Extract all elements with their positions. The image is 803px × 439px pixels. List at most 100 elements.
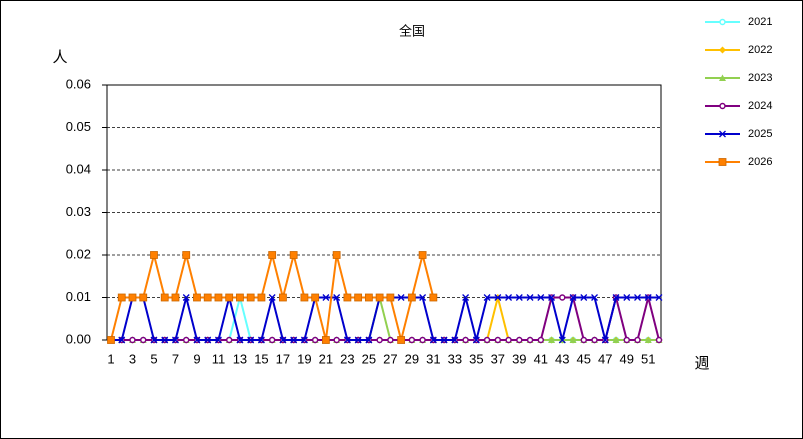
data-point <box>655 294 663 301</box>
data-point <box>364 293 373 302</box>
x-tick-label: 5 <box>150 351 157 366</box>
data-point <box>483 294 491 301</box>
data-point <box>634 336 641 344</box>
data-point <box>397 294 405 301</box>
data-point <box>354 336 362 344</box>
data-point <box>386 293 395 302</box>
x-tick-label: 17 <box>276 351 290 366</box>
data-point <box>129 336 136 344</box>
data-point <box>526 294 534 301</box>
data-point <box>515 294 523 301</box>
legend-marker <box>719 74 726 81</box>
y-axis-label: 人 <box>52 49 67 66</box>
chart-title: 全国 <box>399 23 425 38</box>
data-point <box>290 336 298 344</box>
data-point <box>289 251 298 259</box>
x-tick-label: 31 <box>426 351 440 366</box>
data-point <box>580 336 588 344</box>
x-tick-label: 15 <box>254 351 268 366</box>
data-point <box>139 336 147 344</box>
data-point <box>236 336 244 344</box>
x-tick-label: 41 <box>534 351 548 366</box>
data-point <box>387 336 394 344</box>
data-point <box>214 293 223 302</box>
data-point <box>483 336 491 344</box>
data-point <box>225 336 233 344</box>
y-tick-label: 0.00 <box>66 331 91 346</box>
data-point <box>225 293 234 302</box>
x-tick-label: 13 <box>233 351 247 366</box>
data-point <box>268 294 276 301</box>
data-point <box>429 293 438 302</box>
data-point <box>203 293 212 302</box>
data-point <box>354 293 363 302</box>
data-point <box>365 336 373 344</box>
x-tick-label: 27 <box>383 351 397 366</box>
legend-label: 2021 <box>748 16 772 28</box>
data-point <box>418 251 427 259</box>
x-tick-label: 23 <box>340 351 354 366</box>
data-point <box>118 336 126 344</box>
x-tick-label: 43 <box>555 351 569 366</box>
data-point <box>407 293 416 302</box>
data-point <box>193 293 201 302</box>
data-point <box>311 293 320 302</box>
data-point <box>257 336 265 344</box>
data-point <box>333 336 340 344</box>
data-point <box>537 294 545 301</box>
data-point <box>343 293 352 302</box>
data-point <box>236 293 244 302</box>
x-tick-label: 9 <box>193 351 200 366</box>
data-point <box>569 336 577 343</box>
data-point <box>505 294 513 301</box>
data-point <box>644 294 652 301</box>
data-point <box>300 293 309 302</box>
data-point <box>505 336 512 344</box>
legend-marker <box>719 102 726 110</box>
data-point <box>160 293 169 302</box>
x-tick-label: 7 <box>172 351 179 366</box>
legend-label: 2022 <box>748 44 772 56</box>
data-point <box>376 336 383 344</box>
data-point <box>419 294 427 301</box>
legend-marker <box>719 18 726 26</box>
data-point <box>117 293 126 302</box>
data-point <box>601 336 609 344</box>
x-tick-label: 51 <box>641 351 655 366</box>
x-tick-label: 35 <box>469 351 483 366</box>
data-point <box>300 336 308 344</box>
data-point <box>569 294 577 301</box>
data-point <box>408 336 416 344</box>
data-point <box>526 336 534 344</box>
y-tick-label: 0.02 <box>66 246 91 261</box>
x-tick-label: 29 <box>405 351 419 366</box>
legend-label: 2026 <box>748 156 772 168</box>
x-tick-label: 21 <box>319 351 333 366</box>
x-tick-label: 1 <box>107 351 114 366</box>
data-point <box>375 293 384 302</box>
data-point <box>150 336 158 344</box>
data-point <box>333 294 341 301</box>
data-point <box>580 294 588 301</box>
legend-label: 2025 <box>748 128 772 140</box>
y-tick-label: 0.04 <box>66 161 91 176</box>
x-tick-label: 45 <box>577 351 591 366</box>
data-point <box>139 293 148 302</box>
data-point <box>182 336 190 344</box>
data-point <box>462 294 470 301</box>
legend-label: 2024 <box>748 100 772 112</box>
data-point <box>311 336 319 344</box>
data-point <box>494 336 502 344</box>
data-point <box>634 294 641 301</box>
data-point <box>623 336 631 344</box>
data-point <box>214 336 222 344</box>
data-point <box>322 336 330 344</box>
data-point <box>623 294 631 301</box>
data-point <box>548 336 556 343</box>
x-tick-label: 37 <box>491 351 505 366</box>
y-tick-label: 0.06 <box>66 76 91 91</box>
data-point <box>246 293 255 302</box>
x-tick-label: 47 <box>598 351 612 366</box>
data-point <box>128 293 137 302</box>
